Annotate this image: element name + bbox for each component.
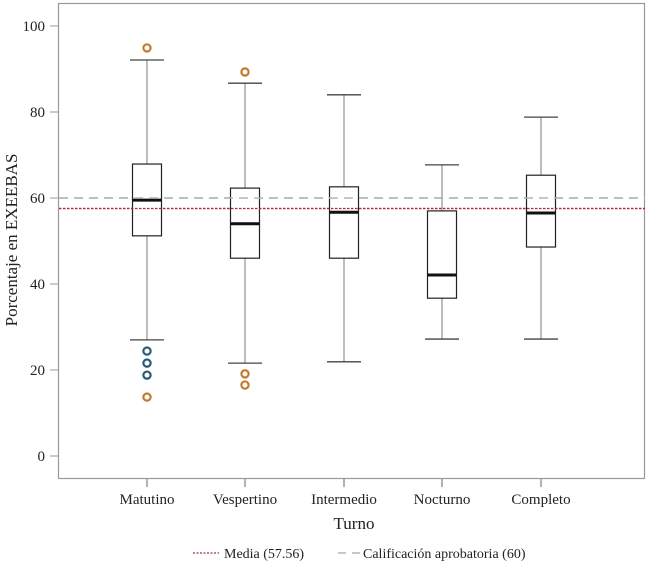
box-vespertino: [228, 67, 262, 390]
x-tick-label: Vespertino: [213, 492, 277, 508]
x-axis: Matutino Vespertino Intermedio Nocturno Comp…: [120, 479, 571, 508]
x-tick-label: Nocturno: [414, 492, 471, 508]
box-completo: [524, 116, 558, 340]
y-tick-label: 0: [38, 449, 46, 465]
y-axis-title: Porcentaje en EXEEBAS: [2, 154, 21, 327]
outlier-point: [240, 67, 250, 77]
y-tick-label: 80: [30, 105, 45, 121]
x-tick-label: Matutino: [120, 492, 175, 508]
outlier-point: [142, 43, 152, 53]
y-tick-label: 60: [30, 191, 45, 207]
x-tick-label: Intermedio: [311, 492, 377, 508]
outlier-point: [142, 370, 152, 380]
y-axis: 0 20 40 60 80 100: [23, 19, 58, 465]
box-nocturno: [425, 164, 459, 340]
iqr-box: [426, 210, 458, 299]
x-axis-title: Turno: [334, 514, 375, 533]
outlier-point: [142, 358, 152, 368]
iqr-box: [525, 174, 557, 248]
outlier-point: [142, 346, 152, 356]
outlier-point: [240, 380, 250, 390]
y-tick-label: 100: [23, 19, 46, 35]
y-tick-label: 20: [30, 363, 45, 379]
legend: Media (57.56) Calificación aprobatoria (…: [193, 547, 526, 562]
outlier-point: [240, 369, 250, 379]
boxes: [59, 43, 645, 402]
box-intermedio: [327, 94, 361, 363]
legend-aprobatoria-label: Calificación aprobatoria (60): [363, 547, 526, 562]
box-matutino: [130, 43, 164, 402]
x-tick-label: Completo: [511, 492, 570, 508]
legend-media-label: Media (57.56): [224, 547, 304, 562]
y-tick-label: 40: [30, 277, 45, 293]
plot-frame: [57, 2, 646, 480]
outlier-point: [142, 392, 152, 402]
